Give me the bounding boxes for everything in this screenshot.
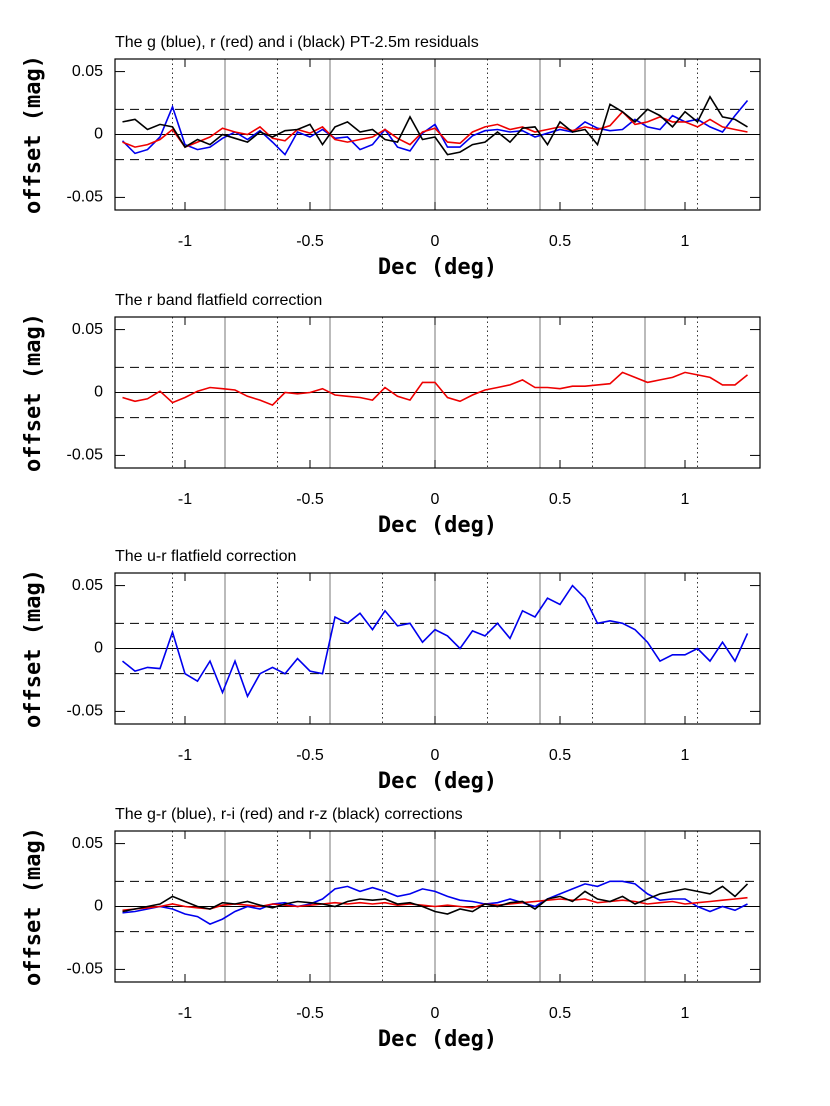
panel-title: The g (blue), r (red) and i (black) PT-2… <box>115 34 479 51</box>
x-tick-label: 0.5 <box>549 1005 571 1022</box>
y-axis-label: offset (mag) <box>21 569 46 728</box>
y-tick-label: 0 <box>94 898 103 915</box>
x-tick-label: -1 <box>178 491 192 508</box>
x-tick-label: -1 <box>178 747 192 764</box>
panel: The u-r flatfield correction -1 -0.5 0 0.5 1 -… <box>21 548 761 794</box>
x-tick-label: -0.5 <box>296 1005 324 1022</box>
x-tick-label: 0.5 <box>549 747 571 764</box>
y-tick-label: 0.05 <box>72 63 103 80</box>
x-tick-label: 0.5 <box>549 491 571 508</box>
y-axis-label: offset (mag) <box>21 827 46 986</box>
series-line <box>122 110 748 149</box>
y-tick-label: 0.05 <box>72 835 103 852</box>
y-tick-label: -0.05 <box>67 447 104 464</box>
x-tick-label: 0 <box>431 747 440 764</box>
series-line <box>122 95 748 156</box>
x-tick-label: 0 <box>431 233 440 250</box>
x-tick-label: -0.5 <box>296 233 324 250</box>
y-tick-label: 0 <box>94 640 103 657</box>
x-tick-label: -1 <box>178 1005 192 1022</box>
x-tick-label: 1 <box>681 747 690 764</box>
panel: The g-r (blue), r-i (red) and r-z (black… <box>21 806 761 1052</box>
x-tick-label: 0.5 <box>549 233 571 250</box>
x-tick-label: -0.5 <box>296 491 324 508</box>
x-tick-label: 0 <box>431 491 440 508</box>
x-axis-label: Dec (deg) <box>378 513 497 538</box>
x-tick-label: 1 <box>681 491 690 508</box>
x-tick-label: -0.5 <box>296 747 324 764</box>
panel: The r band flatfield correction -1 -0.5 0 0.… <box>21 292 761 538</box>
y-tick-label: 0.05 <box>72 321 103 338</box>
y-axis-label: offset (mag) <box>21 313 46 472</box>
series-line <box>122 880 748 925</box>
x-tick-label: 1 <box>681 1005 690 1022</box>
panel: The g (blue), r (red) and i (black) PT-2… <box>21 34 761 280</box>
series-line <box>122 896 748 912</box>
y-tick-label: 0 <box>94 126 103 143</box>
x-axis-label: Dec (deg) <box>378 255 497 280</box>
x-tick-label: 1 <box>681 233 690 250</box>
x-tick-label: -1 <box>178 233 192 250</box>
series-line <box>122 883 749 915</box>
y-tick-label: 0.05 <box>72 577 103 594</box>
y-tick-label: 0 <box>94 384 103 401</box>
panel-title: The r band flatfield correction <box>115 292 322 309</box>
series-line <box>122 584 749 699</box>
panel-title: The g-r (blue), r-i (red) and r-z (black… <box>115 806 463 823</box>
series-line <box>122 371 748 407</box>
y-tick-label: -0.05 <box>67 961 104 978</box>
panel-title: The u-r flatfield correction <box>115 548 296 565</box>
y-tick-label: -0.05 <box>67 189 104 206</box>
y-tick-label: -0.05 <box>67 703 104 720</box>
x-axis-label: Dec (deg) <box>378 769 497 794</box>
y-axis-label: offset (mag) <box>21 55 46 214</box>
x-tick-label: 0 <box>431 1005 440 1022</box>
x-axis-label: Dec (deg) <box>378 1027 497 1052</box>
